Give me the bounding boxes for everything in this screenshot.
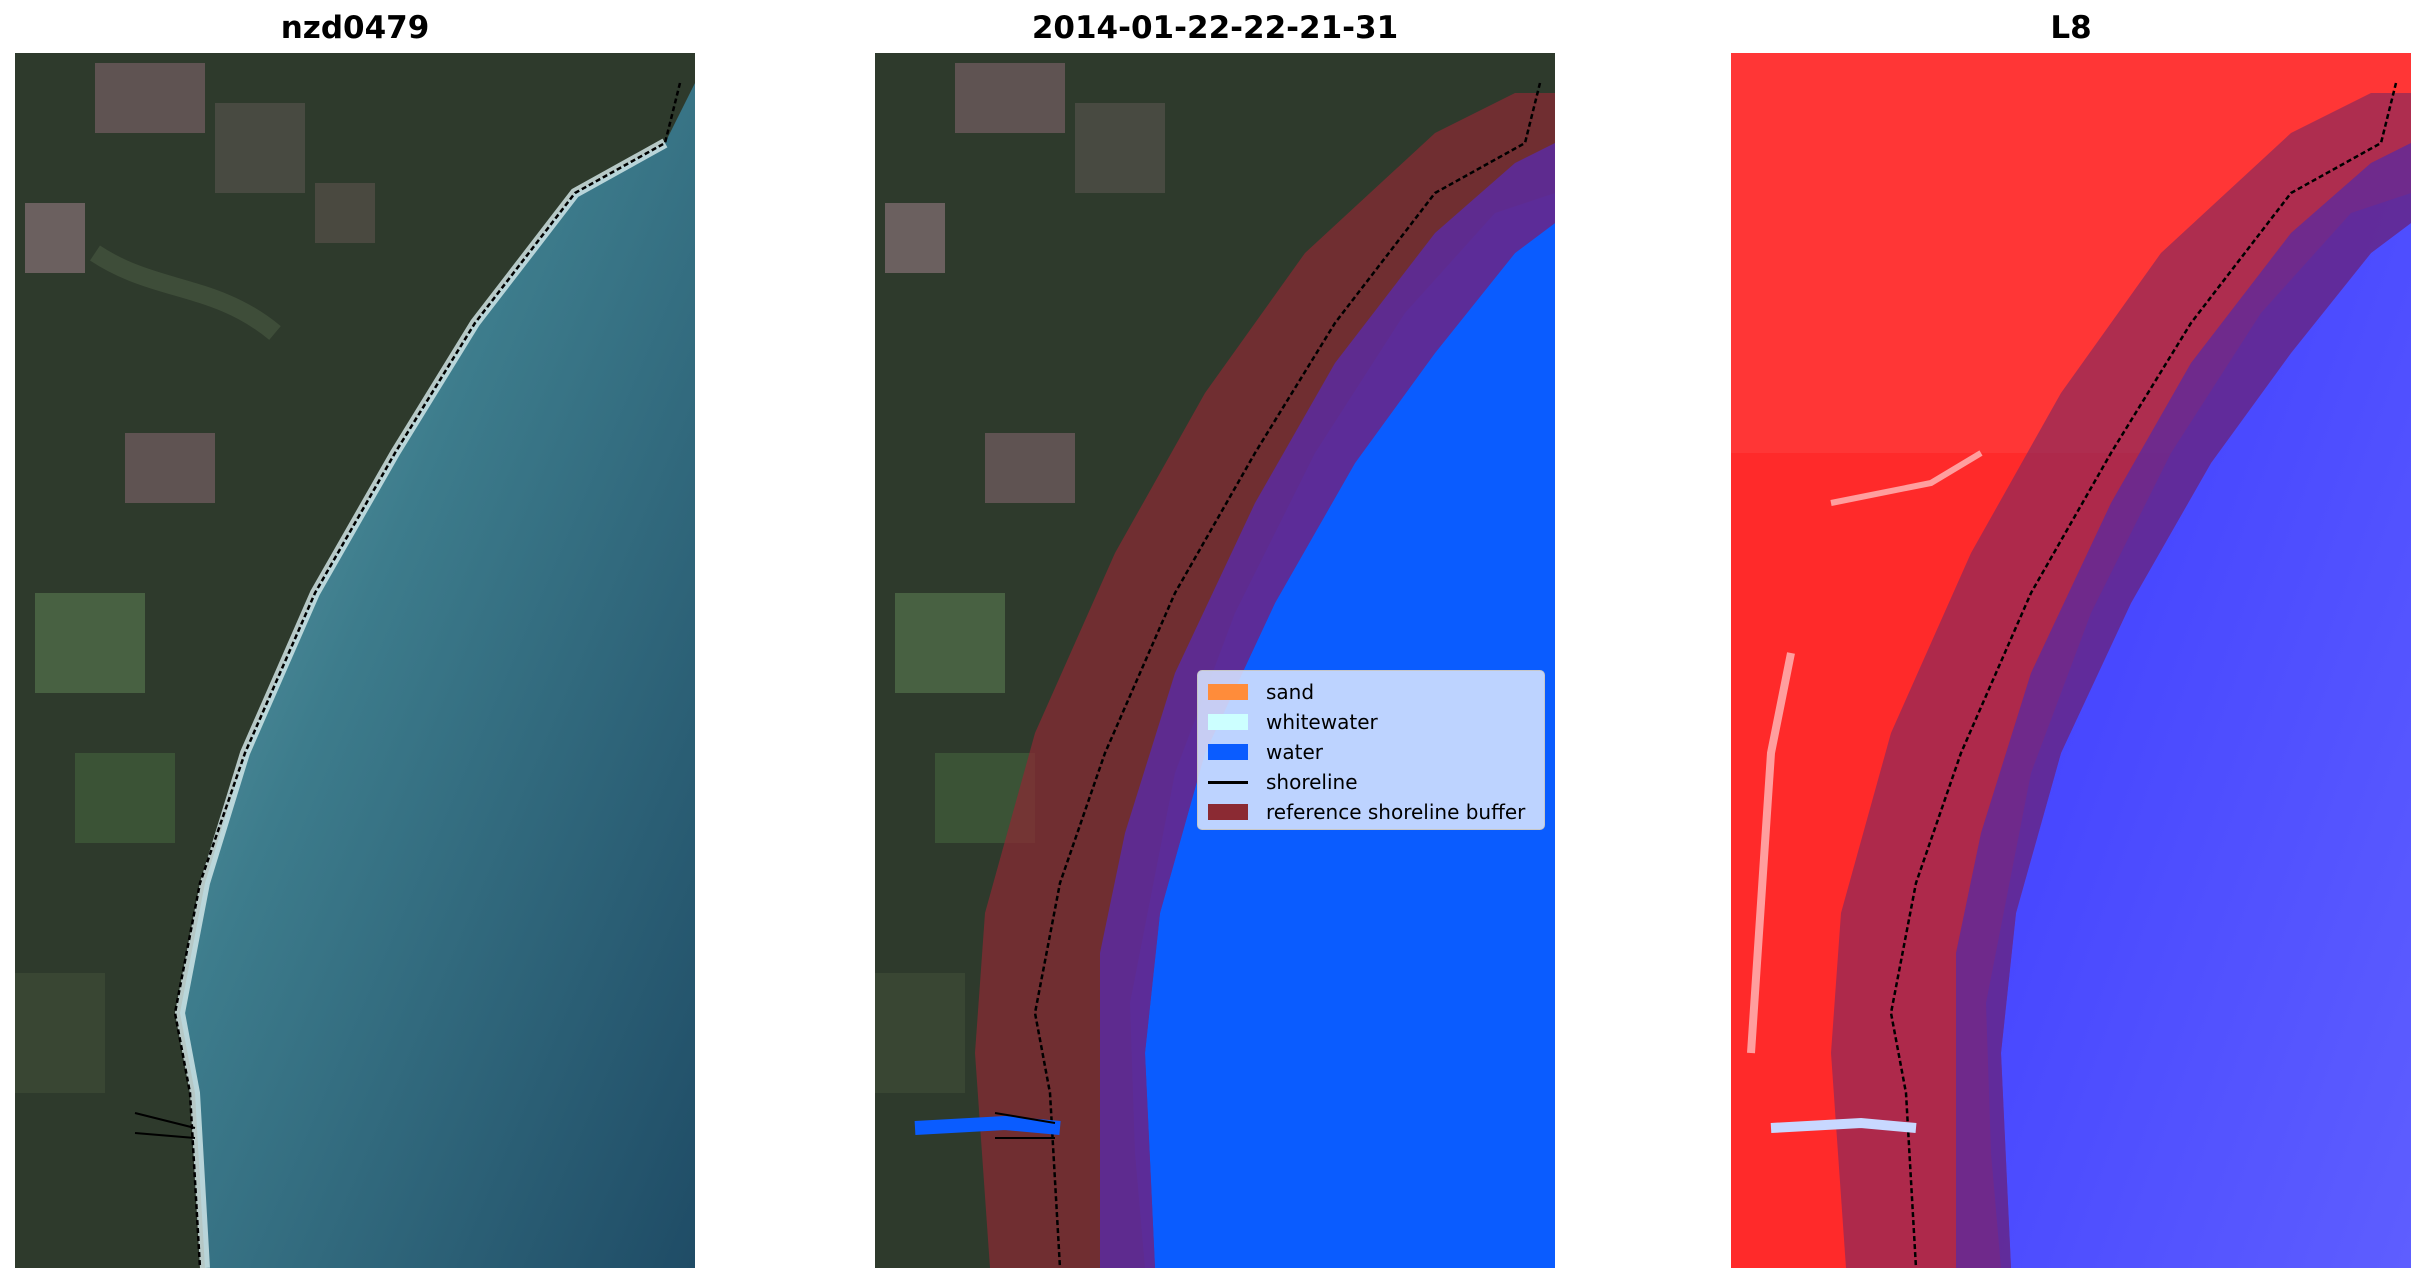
legend-item-shoreline: shoreline — [1208, 767, 1534, 797]
classification-panel — [875, 53, 1555, 1268]
field-patch — [25, 203, 85, 273]
shoreline — [173, 82, 682, 1268]
buffer-water-overlap — [1100, 143, 1555, 1268]
field-patch — [315, 183, 375, 243]
rgb-satellite-image — [15, 53, 695, 1268]
panel-title-rgb: nzd0479 — [280, 10, 430, 46]
legend-swatch-whitewater — [1208, 714, 1248, 730]
field-patch — [75, 753, 175, 843]
classification-image — [875, 53, 1555, 1268]
legend-swatch-water — [1208, 744, 1248, 760]
field-patch — [15, 973, 105, 1093]
shoreline — [1033, 82, 1542, 1268]
index-panel — [1731, 53, 2411, 1268]
field-patch — [95, 63, 205, 133]
legend-item-whitewater: whitewater — [1208, 707, 1534, 737]
legend-label: sand — [1266, 680, 1315, 704]
legend-swatch-buffer — [1208, 804, 1248, 820]
water-index — [1986, 113, 2411, 1268]
field-patch — [215, 103, 305, 193]
index-image — [1731, 53, 2411, 1268]
legend-label: whitewater — [1266, 710, 1378, 734]
field-patch — [35, 593, 145, 693]
legend-swatch-shoreline — [1208, 780, 1248, 784]
field-patch — [125, 433, 215, 503]
legend-item-sand: sand — [1208, 677, 1534, 707]
legend-label: shoreline — [1266, 770, 1358, 794]
legend-item-water: water — [1208, 737, 1534, 767]
panel-title-classification: 2014-01-22-22-21-31 — [1031, 10, 1399, 46]
shoreline — [1889, 82, 2398, 1268]
legend-swatch-sand — [1208, 684, 1248, 700]
panel-title-index: L8 — [2050, 10, 2092, 46]
legend-label: reference shoreline buffer — [1266, 800, 1526, 824]
legend: sand whitewater water shoreline referenc… — [1197, 670, 1545, 830]
legend-item-buffer: reference shoreline buffer — [1208, 797, 1534, 827]
sea-area — [180, 83, 695, 1268]
rgb-image-panel — [15, 53, 695, 1268]
legend-label: water — [1266, 740, 1323, 764]
